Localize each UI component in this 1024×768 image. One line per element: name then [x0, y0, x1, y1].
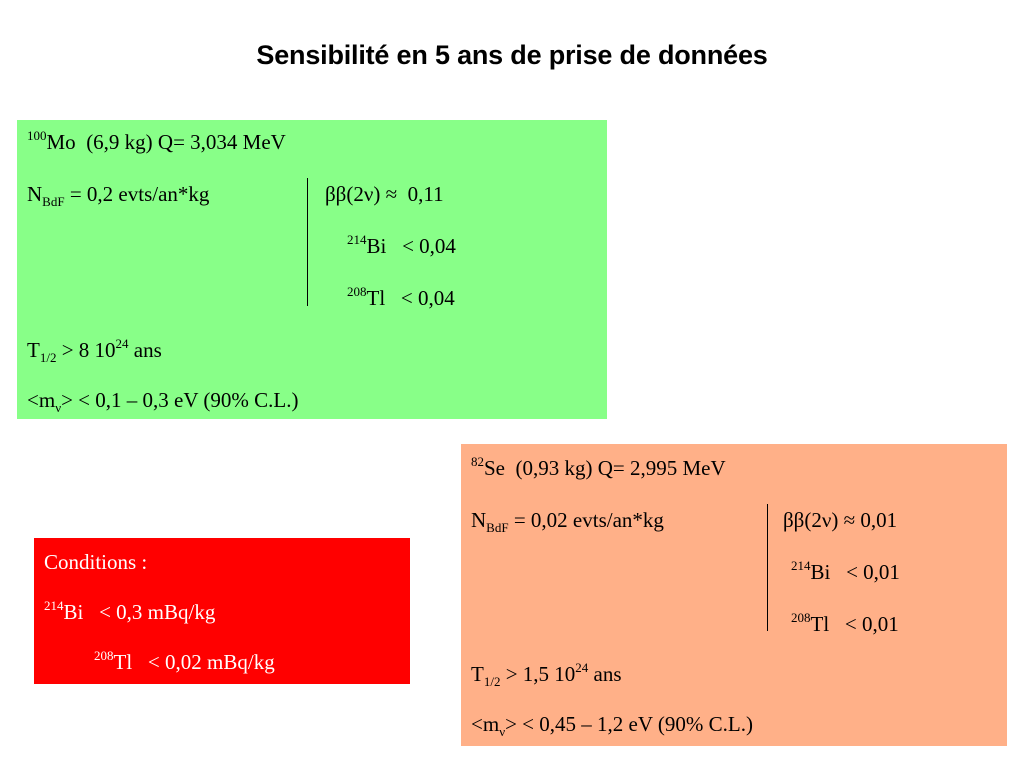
se-background-line: NBdF = 0,02 evts/an*kg — [471, 508, 664, 535]
mo-mnu-prefix: <m — [27, 388, 56, 412]
se-bdf-sub: BdF — [486, 520, 509, 535]
se-isotope-info: (0,93 kg) Q= 2,995 MeV — [515, 456, 726, 480]
mo-bi-symbol: Bi — [366, 234, 387, 258]
se-bdf-value: = 0,02 evts/an*kg — [508, 508, 664, 532]
conditions-tl-value: < 0,02 mBq/kg — [147, 650, 275, 674]
mo-thalf-sub: 1/2 — [39, 350, 57, 365]
se-neutrino-mass-line: <mν> < 0,45 – 1,2 eV (90% C.L.) — [471, 712, 753, 739]
se-mass-number: 82 — [471, 454, 484, 469]
mo-thalf-unit: ans — [128, 338, 162, 362]
mo-isotope-info: (6,9 kg) Q= 3,034 MeV — [86, 130, 286, 154]
se-tl-mass: 208 — [791, 610, 811, 625]
conditions-bi-symbol: Bi — [63, 600, 84, 624]
mo-background-line: NBdF = 0,2 evts/an*kg — [27, 182, 210, 209]
se-bb2nu-label: ββ(2ν) ≈ — [783, 508, 861, 532]
slide-title: Sensibilité en 5 ans de prise de données — [256, 40, 768, 70]
mo-bi-value: < 0,04 — [402, 234, 456, 258]
se-isotope-line: 82Se (0,93 kg) Q= 2,995 MeV — [471, 455, 726, 480]
se-thalf-value: > 1,5 10 — [500, 662, 576, 686]
conditions-tl-symbol: Tl — [113, 650, 133, 674]
se-tl-value: < 0,01 — [844, 612, 899, 636]
se-bb2nu-line: ββ(2ν) ≈ 0,01 — [783, 510, 897, 531]
se-thalf-exp: 24 — [575, 660, 589, 675]
se-bi-mass: 214 — [791, 558, 811, 573]
conditions-tl-line: 208Tl < 0,02 mBq/kg — [94, 649, 275, 674]
se-mnu-sub: ν — [499, 724, 506, 739]
se-thalf-unit: ans — [588, 662, 622, 686]
mo-result-box: 100Mo (6,9 kg) Q= 3,034 MeV NBdF = 0,2 e… — [17, 120, 607, 419]
mo-symbol: Mo — [46, 130, 76, 154]
se-divider — [767, 504, 768, 631]
se-tl-line: 208Tl < 0,01 — [791, 611, 899, 636]
se-bb2nu-value: 0,01 — [860, 508, 898, 532]
mo-tl-value: < 0,04 — [400, 286, 455, 310]
mo-tl-mass: 208 — [347, 284, 367, 299]
conditions-tl-mass: 208 — [94, 648, 114, 663]
mo-bb2nu-line: ββ(2ν) ≈ 0,11 — [325, 184, 444, 205]
mo-tl-line: 208Tl < 0,04 — [347, 285, 455, 310]
mo-bdf-prefix: N — [27, 182, 43, 206]
se-bi-line: 214Bi < 0,01 — [791, 559, 900, 584]
se-thalf-prefix: T — [471, 662, 484, 686]
se-halflife-line: T1/2 > 1,5 1024 ans — [471, 661, 622, 688]
se-thalf-sub: 1/2 — [483, 674, 501, 689]
mo-thalf-exp: 24 — [115, 336, 129, 351]
mo-tl-symbol: Tl — [366, 286, 386, 310]
mo-isotope-line: 100Mo (6,9 kg) Q= 3,034 MeV — [27, 129, 286, 154]
mo-bdf-sub: BdF — [42, 194, 65, 209]
mo-mnu-value: > < 0,1 – 0,3 eV (90% C.L.) — [61, 388, 299, 412]
mo-thalf-value: > 8 10 — [56, 338, 116, 362]
mo-thalf-prefix: T — [27, 338, 40, 362]
mo-bdf-value: = 0,2 evts/an*kg — [64, 182, 210, 206]
mo-mnu-sub: ν — [55, 400, 62, 415]
se-tl-symbol: Tl — [810, 612, 830, 636]
mo-halflife-line: T1/2 > 8 1024 ans — [27, 337, 162, 364]
conditions-bi-line: 214Bi < 0,3 mBq/kg — [44, 599, 216, 624]
se-result-box: 82Se (0,93 kg) Q= 2,995 MeV NBdF = 0,02 … — [461, 444, 1007, 746]
conditions-heading: Conditions : — [44, 550, 148, 574]
mo-divider — [307, 178, 308, 306]
mo-bb2nu-value: 0,11 — [407, 182, 444, 206]
se-bi-value: < 0,01 — [846, 560, 900, 584]
se-mnu-value: > < 0,45 – 1,2 eV (90% C.L.) — [505, 712, 753, 736]
mo-bi-line: 214Bi < 0,04 — [347, 233, 456, 258]
mo-bi-mass: 214 — [347, 232, 367, 247]
se-mnu-prefix: <m — [471, 712, 500, 736]
conditions-bi-mass: 214 — [44, 598, 64, 613]
se-bi-symbol: Bi — [810, 560, 831, 584]
mo-mass-number: 100 — [27, 128, 47, 143]
se-bdf-prefix: N — [471, 508, 487, 532]
mo-neutrino-mass-line: <mν> < 0,1 – 0,3 eV (90% C.L.) — [27, 388, 299, 415]
se-symbol: Se — [484, 456, 505, 480]
mo-bb2nu-label: ββ(2ν) ≈ — [325, 182, 403, 206]
conditions-box: Conditions : 214Bi < 0,3 mBq/kg 208Tl < … — [34, 538, 410, 684]
conditions-bi-value: < 0,3 mBq/kg — [99, 600, 216, 624]
